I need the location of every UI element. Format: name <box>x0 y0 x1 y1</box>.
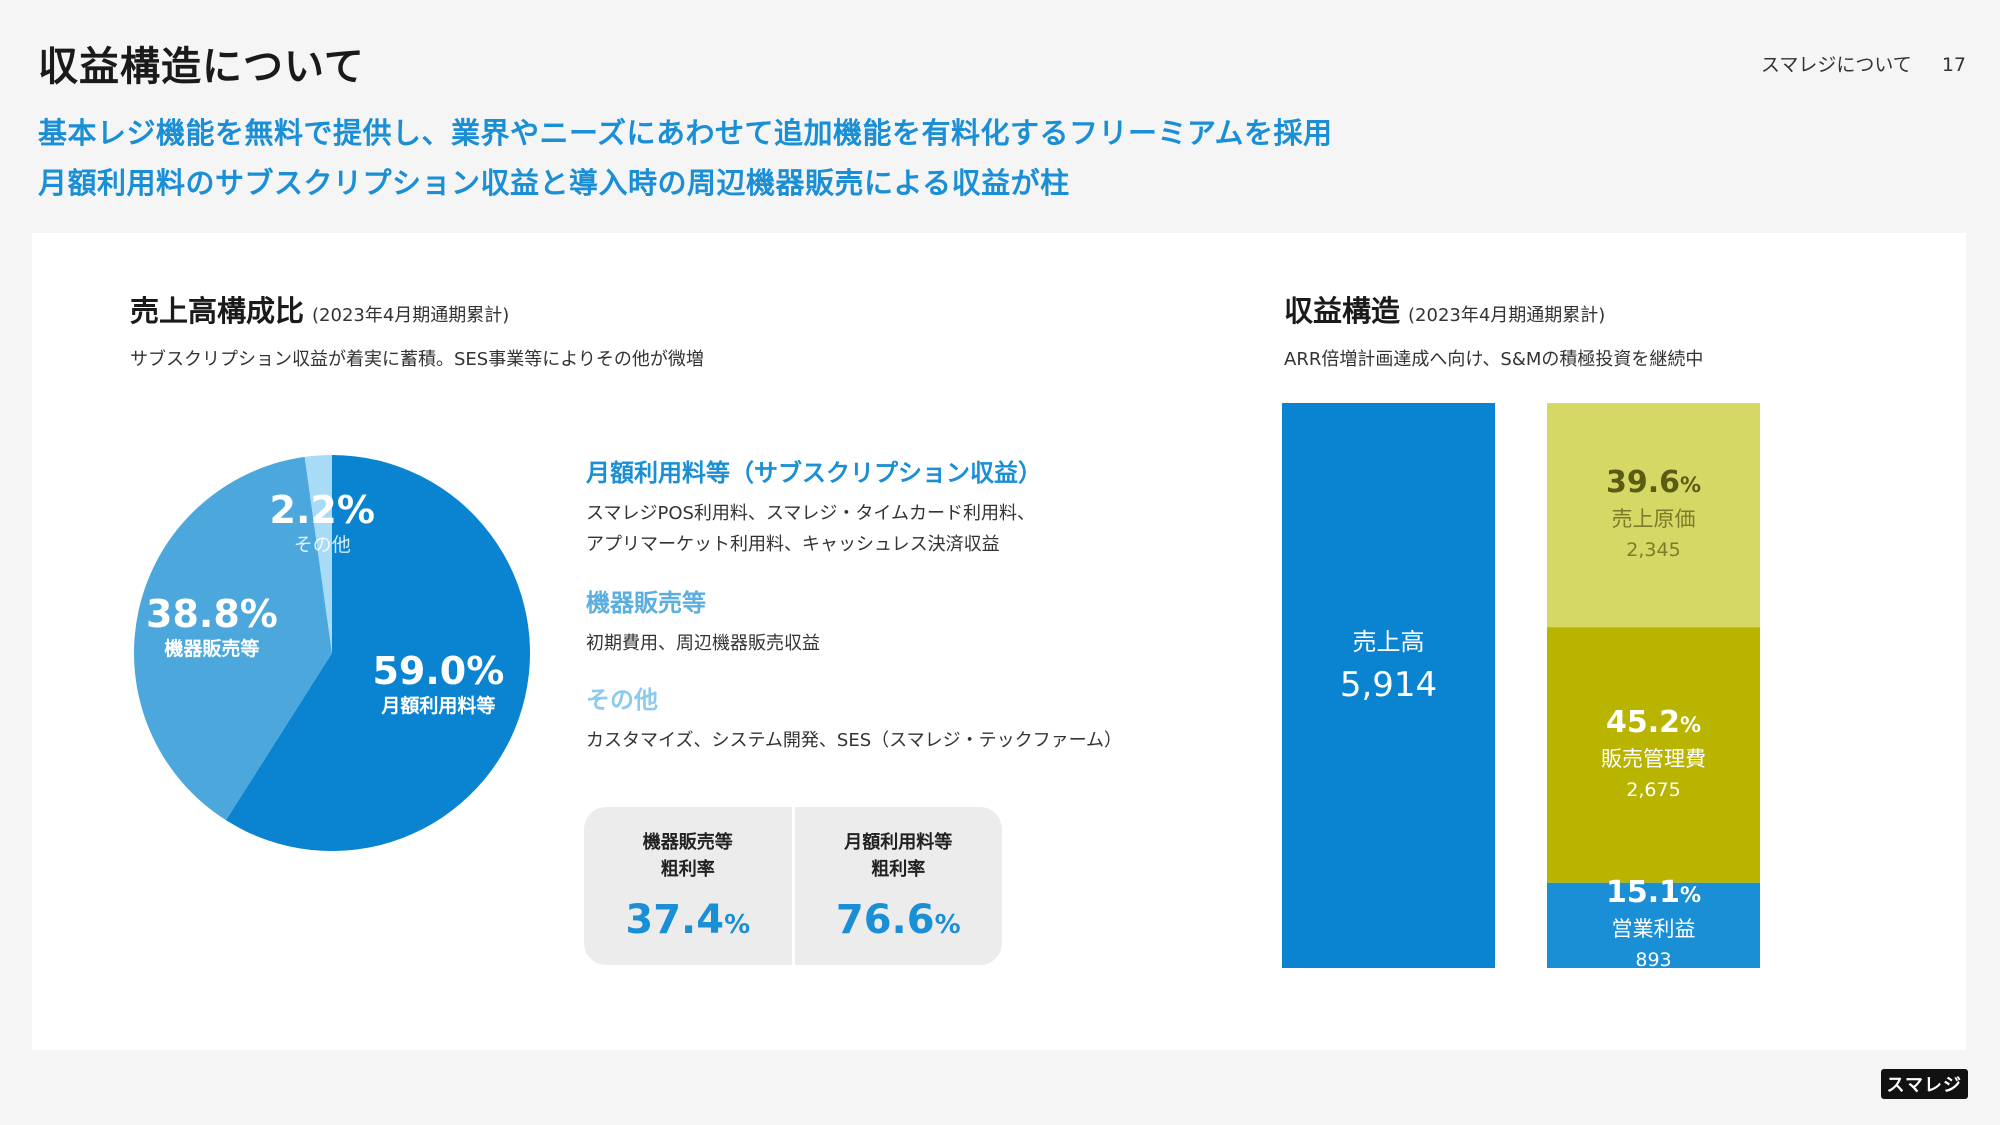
legend-title-subscription: 月額利用料等（サブスクリプション収益） <box>586 459 1042 487</box>
gross-margin-label: 月額利用料等 粗利率 <box>844 832 953 880</box>
legend-title-hardware: 機器販売等 <box>586 589 706 617</box>
sales-title-text: 売上高構成比 <box>130 294 305 328</box>
segment-value: 893 <box>1635 949 1672 972</box>
pie-slice-2 <box>304 455 332 653</box>
stacked-bar-chart <box>1282 403 1760 968</box>
segment-percent: 45.2% <box>1605 704 1702 740</box>
lead-line-1: 基本レジ機能を無料で提供し、業界やニーズにあわせて追加機能を有料化するフリーミア… <box>38 116 1333 150</box>
gross-margin-value: 76.6% <box>795 897 1003 943</box>
segment-value: 2,345 <box>1626 539 1681 562</box>
legend-line: カスタマイズ、システム開発、SES（スマレジ・テックファーム） <box>586 730 1123 751</box>
legend-subscription: 月額利用料等（サブスクリプション収益） スマレジPOS利用料、スマレジ・タイムカ… <box>586 453 1042 560</box>
gross-margin-box: 機器販売等 粗利率 37.4% 月額利用料等 粗利率 76.6% <box>584 807 1002 965</box>
legend-desc-subscription: スマレジPOS利用料、スマレジ・タイムカード利用料、 アプリマーケット利用料、キ… <box>586 498 1042 560</box>
legend-line: 初期費用、周辺機器販売収益 <box>586 633 820 654</box>
page-title: 収益構造について <box>38 44 365 90</box>
pie-chart <box>134 455 530 851</box>
pie-label-1: 38.8% 機器販売等 <box>146 592 278 662</box>
legend-desc-other: カスタマイズ、システム開発、SES（スマレジ・テックファーム） <box>586 725 1122 756</box>
pie-label-0: 59.0% 月額利用料等 <box>372 649 504 719</box>
legend-hardware: 機器販売等 初期費用、周辺機器販売収益 <box>586 583 820 659</box>
gm-number: 37.4 <box>625 897 725 943</box>
lead-line-2: 月額利用料のサブスクリプション収益と導入時の周辺機器販売による収益が柱 <box>38 166 1070 200</box>
pie-label-name: 機器販売等 <box>164 637 260 660</box>
pie-slice-1 <box>134 456 332 821</box>
legend-title-other: その他 <box>586 686 658 714</box>
bar-segment-label-2: 39.6% 売上原価 2,345 <box>1547 465 1760 565</box>
bar-total-value: 5,914 <box>1339 665 1438 705</box>
legend-line: アプリマーケット利用料、キャッシュレス決済収益 <box>586 534 1000 555</box>
segment-name: 営業利益 <box>1611 917 1696 942</box>
gm-unit: % <box>934 910 961 940</box>
legend-line: スマレジPOS利用料、スマレジ・タイムカード利用料、 <box>586 503 1036 524</box>
structure-title-text: 収益構造 <box>1284 294 1401 328</box>
segment-percent-unit: % <box>1679 883 1702 908</box>
pie-label-2: 2.2% その他 <box>270 488 375 558</box>
pie-label-percent: 59.0% <box>372 648 505 693</box>
bar-segment-label-0: 15.1% 営業利益 893 <box>1547 875 1760 975</box>
gm-number: 76.6 <box>835 897 935 943</box>
structure-period: (2023年4月期通期累計) <box>1408 305 1606 326</box>
page-number: 17 <box>1941 54 1966 76</box>
gross-margin-label: 機器販売等 粗利率 <box>642 832 733 880</box>
segment-value: 2,675 <box>1626 778 1681 801</box>
segment-percent: 39.6% <box>1605 465 1702 501</box>
pie-label-percent: 38.8% <box>146 591 278 636</box>
content-panel: 売上高構成比 (2023年4月期通期累計) サブスクリプション収益が着実に蓄積。S… <box>32 233 1966 1050</box>
pie-slice-0 <box>225 455 530 851</box>
bar-segment-label-1: 45.2% 販売管理費 2,675 <box>1547 705 1760 805</box>
segment-percent-unit: % <box>1679 712 1702 737</box>
bar-segment-0 <box>1547 882 1760 968</box>
sales-description: サブスクリプション収益が着実に蓄積。SES事業等によりその他が微増 <box>130 349 704 370</box>
bar-segment-1 <box>1547 627 1760 883</box>
gm-unit: % <box>724 910 751 940</box>
bar-total-name: 売上高 <box>1352 628 1425 656</box>
bar-total-label: 売上高 5,914 <box>1282 623 1495 709</box>
segment-percent-unit: % <box>1679 473 1702 498</box>
header-section: スマレジについて 17 <box>1761 50 1966 77</box>
structure-description: ARR倍増計画達成へ向け、S&Mの積極投資を継続中 <box>1284 349 1704 370</box>
revenue-structure-title: 収益構造 (2023年4月期通期累計) <box>1284 288 1605 330</box>
gross-margin-value: 37.4% <box>584 897 792 943</box>
segment-percent: 15.1% <box>1605 875 1702 911</box>
legend-desc-hardware: 初期費用、周辺機器販売収益 <box>586 628 820 659</box>
smaregi-logo: スマレジ <box>1880 1069 1968 1099</box>
gross-margin-subscription: 月額利用料等 粗利率 76.6% <box>791 807 1003 965</box>
gross-margin-hardware: 機器販売等 粗利率 37.4% <box>584 807 792 965</box>
bar-total <box>1282 403 1495 968</box>
sales-period: (2023年4月期通期累計) <box>312 305 510 326</box>
pie-label-name: 月額利用料等 <box>381 694 496 717</box>
pie-label-name: その他 <box>293 534 351 556</box>
segment-name: 売上原価 <box>1611 507 1696 532</box>
section-name: スマレジについて <box>1760 54 1912 76</box>
segment-name: 販売管理費 <box>1601 746 1706 771</box>
sales-composition-title: 売上高構成比 (2023年4月期通期累計) <box>130 288 509 330</box>
pie-label-percent: 2.2% <box>269 488 375 532</box>
bar-segment-2 <box>1547 403 1760 628</box>
legend-other: その他 カスタマイズ、システム開発、SES（スマレジ・テックファーム） <box>586 680 1122 756</box>
